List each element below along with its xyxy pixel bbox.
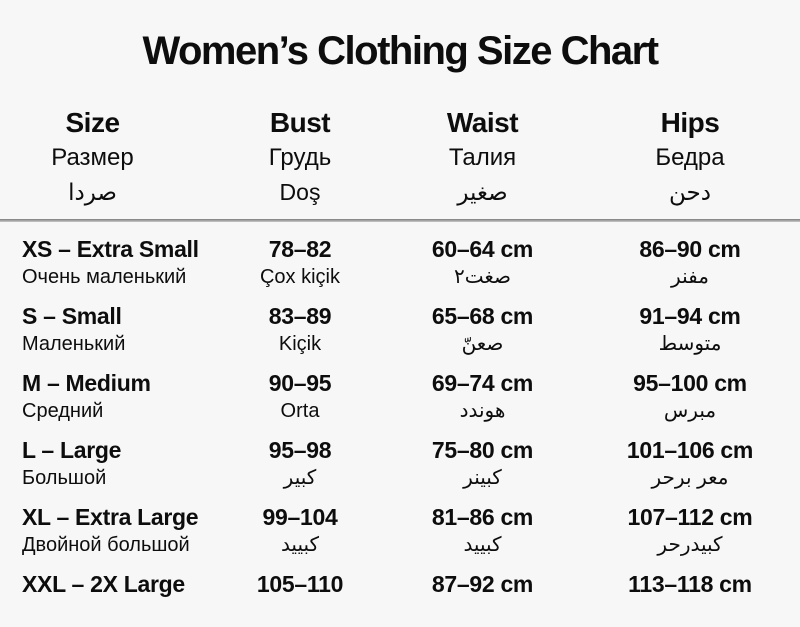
column-header-bust-ru: Грудь [268, 144, 332, 171]
column-header-waist-ar: صغير [457, 179, 508, 205]
waist-cell: 87–92 cm [385, 569, 580, 599]
hips-translation: كبيدرحر [657, 534, 723, 556]
hips-value: 101–106 cm [626, 437, 754, 463]
bust-cell: 90–95 Orta [215, 368, 385, 424]
size-translation: Маленький [22, 333, 126, 355]
hips-cell: 91–94 cm متوسط [580, 301, 800, 357]
column-header-hips-ar: دحن [669, 179, 711, 205]
hips-translation: مفنر [671, 266, 709, 288]
waist-cell: 60–64 cm صغت٢ [385, 234, 580, 290]
bust-translation: Kiçik [278, 333, 322, 355]
size-chart-page: Women’s Clothing Size Chart Size Размер … [0, 28, 800, 627]
page-title: Women’s Clothing Size Chart [142, 29, 659, 73]
hips-translation: مبرس [663, 400, 717, 422]
size-label: XL – Extra Large [22, 504, 199, 530]
bust-cell: 83–89 Kiçik [215, 301, 385, 357]
bust-translation: Orta [280, 400, 320, 422]
hips-translation: معر برحر [651, 467, 729, 489]
size-cell: L – Large Большой [0, 435, 215, 491]
bust-value: 90–95 [268, 370, 332, 396]
hips-translation: متوسط [658, 333, 722, 355]
size-cell: XS – Extra Small Очень маленький [0, 234, 215, 290]
hips-value: 95–100 cm [633, 370, 747, 396]
column-header-size: Size Размер صردا [0, 105, 215, 210]
bust-translation: Çox kiçik [259, 266, 340, 288]
size-translation: Очень маленький [22, 266, 187, 288]
size-translation: Двойной большой [22, 534, 190, 556]
hips-value: 91–94 cm [639, 303, 741, 329]
size-label: L – Large [22, 437, 122, 463]
hips-value: 113–118 cm [628, 571, 752, 597]
bust-value: 99–104 [262, 504, 338, 530]
hips-cell: 86–90 cm مفنر [580, 234, 800, 290]
waist-value: 60–64 cm [431, 236, 534, 262]
table-row: XXL – 2X Large 105–110 87–92 cm 113–118 … [0, 569, 800, 599]
bust-value: 95–98 [268, 437, 332, 463]
bust-translation: كبييد [280, 534, 320, 556]
column-header-size-ar: صردا [68, 179, 117, 205]
size-label: XXL – 2X Large [22, 571, 185, 597]
waist-translation: صعنّ [461, 333, 504, 355]
table-row: L – Large Большой 95–98 كبير 75–80 cm كب… [0, 435, 800, 491]
bust-cell: 105–110 [215, 569, 385, 599]
waist-translation: كبييد [463, 534, 502, 556]
column-header-hips: Hips Бедра دحن [580, 105, 800, 210]
bust-value: 105–110 [256, 571, 344, 597]
table-header: Size Размер صردا Bust Грудь Doş Waist Та… [0, 105, 800, 210]
bust-translation: كبير [283, 467, 317, 489]
waist-value: 81–86 cm [431, 504, 534, 530]
hips-value: 86–90 cm [639, 236, 741, 262]
size-label: M – Medium [22, 370, 151, 396]
bust-value: 83–89 [268, 303, 332, 329]
waist-cell: 81–86 cm كبييد [385, 502, 580, 558]
waist-value: 65–68 cm [431, 303, 534, 329]
table-body: XS – Extra Small Очень маленький 78–82 Ç… [0, 234, 800, 599]
table-row: S – Small Маленький 83–89 Kiçik 65–68 cm… [0, 301, 800, 357]
waist-cell: 65–68 cm صعنّ [385, 301, 580, 357]
size-translation: Большой [22, 467, 107, 489]
size-cell: M – Medium Средний [0, 368, 215, 424]
waist-value: 87–92 cm [431, 571, 534, 597]
size-label: XS – Extra Small [22, 236, 199, 262]
waist-value: 69–74 cm [431, 370, 534, 396]
column-header-hips-ru: Бедра [655, 144, 725, 171]
bust-cell: 78–82 Çox kiçik [215, 234, 385, 290]
column-header-size-en: Size [65, 107, 120, 138]
table-row: XS – Extra Small Очень маленький 78–82 Ç… [0, 234, 800, 290]
header-divider [0, 219, 800, 222]
column-header-hips-en: Hips [660, 107, 720, 138]
bust-cell: 95–98 كبير [215, 435, 385, 491]
size-translation: Средний [22, 400, 104, 422]
size-cell: S – Small Маленький [0, 301, 215, 357]
waist-cell: 75–80 cm كبينر [385, 435, 580, 491]
waist-translation: هوندد [459, 400, 506, 422]
table-row: M – Medium Средний 90–95 Orta 69–74 cm ه… [0, 368, 800, 424]
bust-cell: 99–104 كبييد [215, 502, 385, 558]
hips-cell: 107–112 cm كبيدرحر [580, 502, 800, 558]
hips-value: 107–112 cm [627, 504, 753, 530]
hips-cell: 113–118 cm [580, 569, 800, 599]
size-cell: XL – Extra Large Двойной большой [0, 502, 215, 558]
hips-cell: 101–106 cm معر برحر [580, 435, 800, 491]
bust-value: 78–82 [268, 236, 332, 262]
column-header-waist: Waist Талия صغير [385, 105, 580, 210]
column-header-bust-en: Bust [269, 107, 331, 138]
column-header-bust-ar: Doş [279, 179, 321, 205]
waist-translation: كبينر [463, 467, 502, 489]
size-label: S – Small [22, 303, 122, 329]
waist-translation: صغت٢ [453, 266, 512, 288]
column-header-size-ru: Размер [51, 144, 134, 171]
column-header-bust: Bust Грудь Doş [215, 105, 385, 210]
column-header-waist-en: Waist [446, 107, 519, 138]
waist-cell: 69–74 cm هوندد [385, 368, 580, 424]
size-cell: XXL – 2X Large [0, 569, 215, 599]
waist-value: 75–80 cm [431, 437, 534, 463]
table-row: XL – Extra Large Двойной большой 99–104 … [0, 502, 800, 558]
hips-cell: 95–100 cm مبرس [580, 368, 800, 424]
column-header-waist-ru: Талия [448, 144, 517, 171]
